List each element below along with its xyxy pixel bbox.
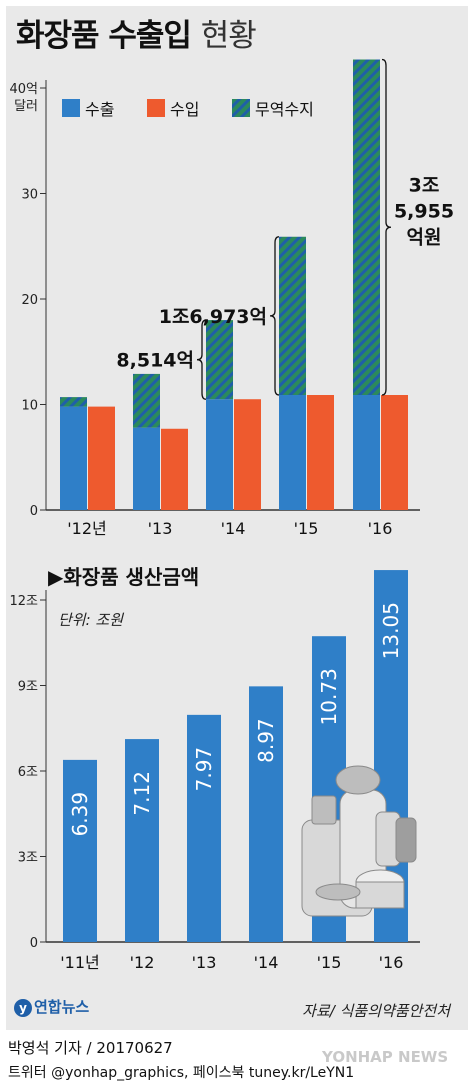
production-chart: 0 3조 6조 9조 12조 6.39 '11년 7.12 '12 7.97 '13 8.97 '14 1… — [9, 570, 420, 972]
x-tick-label: '13 — [192, 953, 217, 972]
subchart-title: ▶화장품 생산금액 — [48, 565, 200, 589]
export-bar — [206, 399, 233, 510]
y-tick-label: 30 — [21, 188, 38, 203]
annotation-2015: 1조6,973억 — [159, 306, 267, 328]
x-tick-label: '15 — [317, 953, 342, 972]
export-bar — [353, 395, 380, 510]
legend-label: 무역수지 — [255, 100, 314, 119]
export-bar — [60, 406, 87, 510]
page-title: 화장품 수출입 현황 — [16, 10, 257, 55]
annotation-2016-line1: 3조 — [409, 174, 440, 196]
social-line: 트위터 @yonhap_graphics, 페이스북 tuney.kr/LeYN… — [8, 1065, 355, 1081]
cosmetic-bottle-icon — [355, 881, 405, 909]
annotation-brace — [269, 236, 280, 396]
legend-label: 수출 — [85, 100, 114, 119]
cosmetic-bottle-icon — [335, 765, 381, 795]
trade-balance-bar — [60, 397, 87, 407]
y-tick-label: 12조 — [9, 594, 38, 609]
cosmetic-bottle-icon — [315, 883, 361, 901]
bar-value-label: 13.05 — [379, 602, 403, 659]
trade-balance-bar — [279, 236, 306, 396]
y-tick-label: 6조 — [18, 765, 38, 780]
legend-swatch — [62, 99, 80, 117]
legend-swatch — [232, 99, 250, 117]
y-tick-label: 10 — [21, 399, 38, 414]
y-axis-label: 달러 — [14, 99, 38, 114]
import-bar — [381, 395, 408, 510]
x-tick-label: '14 — [221, 519, 246, 538]
yonhap-logo: y 연합뉴스 — [14, 996, 89, 1017]
trade-balance-bar — [206, 320, 233, 400]
annotation-2014: 8,514억 — [116, 350, 194, 372]
production-bar — [187, 714, 221, 942]
annotation-brace — [196, 319, 207, 400]
x-tick-label: '16 — [368, 519, 393, 538]
x-tick-label: '16 — [379, 953, 404, 972]
bar-value-label: 8.97 — [254, 718, 278, 763]
cosmetics-illustration — [301, 765, 417, 917]
logo-mark-icon: y — [14, 999, 32, 1017]
y-tick-label: 40억 — [9, 82, 38, 97]
reporter-line: 박영석 기자 / 20170627 — [8, 1039, 173, 1057]
legend-swatch — [147, 99, 165, 117]
x-tick-label: '11년 — [60, 953, 99, 972]
annotation-2016-line3: 억원 — [407, 226, 442, 248]
y-tick-label: 3조 — [18, 851, 38, 866]
x-tick-label: '15 — [294, 519, 319, 538]
annotation-brace — [381, 58, 392, 396]
production-bar — [63, 759, 97, 942]
export-bar — [279, 395, 306, 510]
x-tick-label: '14 — [254, 953, 279, 972]
y-tick-label: 9조 — [18, 680, 38, 695]
title-bold: 화장품 수출입 — [16, 18, 192, 54]
import-bar — [88, 406, 115, 510]
legend-label: 수입 — [170, 100, 199, 119]
annotation-2016-line2: 5,955 — [394, 200, 454, 222]
y-tick-label: 0 — [30, 504, 38, 519]
trade-balance-bar — [133, 373, 160, 428]
y-tick-label: 20 — [21, 293, 38, 308]
export-bar — [133, 427, 160, 510]
x-tick-label: '12년 — [67, 519, 106, 538]
production-bar — [125, 739, 159, 942]
title-light: 현황 — [200, 18, 257, 54]
bar-value-label: 6.39 — [68, 792, 92, 837]
source-text: 자료/ 식품의약품안전처 — [302, 1002, 450, 1020]
production-bar — [249, 686, 283, 942]
cosmetic-bottle-icon — [395, 817, 417, 863]
import-bar — [307, 395, 334, 510]
watermark: YONHAP NEWS — [322, 1048, 449, 1066]
import-bar — [234, 399, 261, 510]
cosmetic-bottle-icon — [311, 795, 337, 825]
trade-balance-bar — [353, 59, 380, 396]
bar-value-label: 7.12 — [130, 771, 154, 816]
bar-value-label: 10.73 — [317, 668, 341, 725]
bar-value-label: 7.97 — [192, 747, 216, 792]
x-tick-label: '13 — [148, 519, 173, 538]
import-bar — [161, 428, 188, 510]
unit-label: 단위: 조원 — [58, 611, 124, 629]
x-tick-label: '12 — [130, 953, 155, 972]
y-tick-label: 0 — [30, 936, 38, 951]
